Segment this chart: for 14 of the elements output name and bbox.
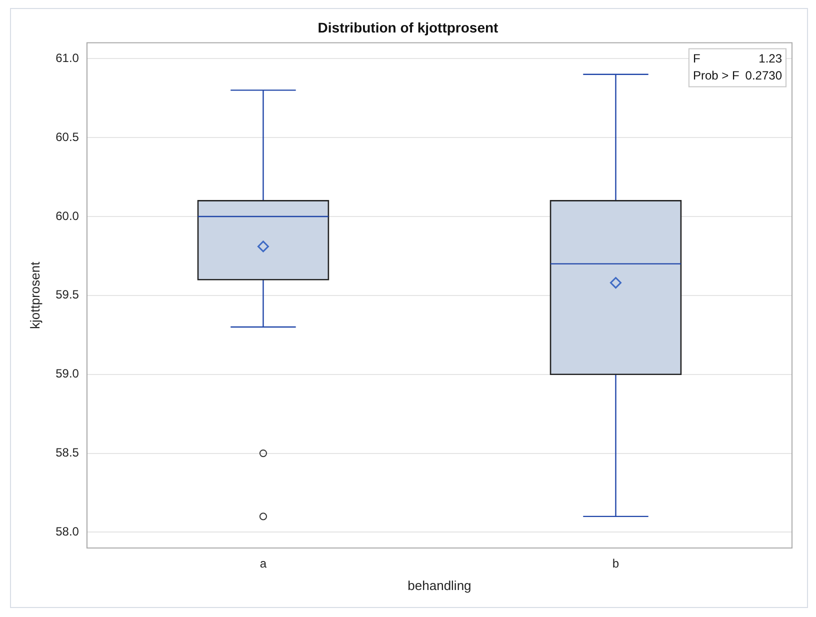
y-tick-label: 58.0 (56, 524, 80, 539)
text: F 1.23 (692, 52, 782, 66)
x-tick-label: a (260, 556, 267, 571)
y-axis-title: kjottprosent (27, 261, 42, 329)
y-tick-label: 59.5 (56, 288, 80, 302)
chart-title: Distribution of kjottprosent (318, 19, 499, 36)
annotation: Prob > F 0.2730 (692, 68, 782, 83)
x-axis-title: behandling (408, 578, 472, 593)
y-tick-label: 59.0 (56, 366, 80, 381)
y-tick-label: 58.5 (56, 446, 80, 460)
y-tick-label: 60.0 (56, 208, 80, 223)
y-tick-label: 60.5 (56, 130, 80, 144)
y-tick-label: 61.0 (56, 50, 80, 65)
x-tick-label: b (612, 556, 620, 571)
